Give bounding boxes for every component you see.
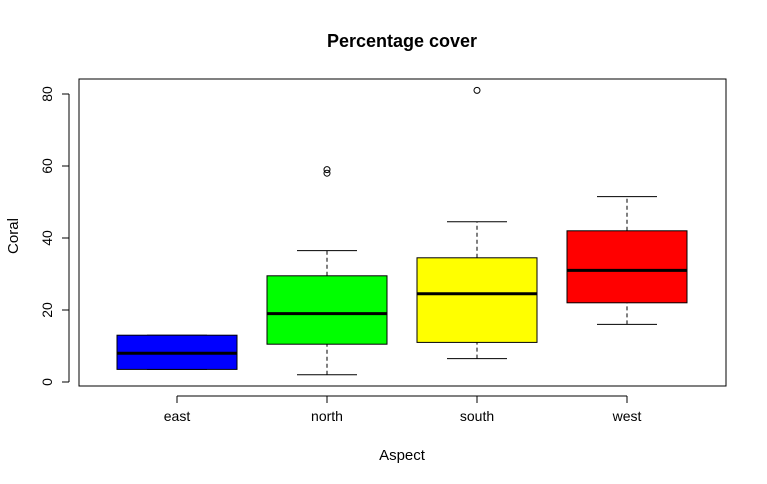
outlier-point	[323, 169, 331, 177]
box-north	[266, 166, 388, 376]
x-tick-label: north	[311, 408, 343, 424]
box-body	[566, 230, 688, 304]
x-axis: east north south west	[164, 395, 642, 424]
plot-frame	[78, 78, 727, 387]
y-tick-label: 0	[39, 378, 55, 386]
x-axis-label: Aspect	[379, 447, 426, 464]
y-axis: 0 20 40 60 80	[39, 86, 70, 386]
box-west	[566, 196, 688, 325]
y-tick-label: 60	[39, 158, 55, 174]
y-tick-label: 40	[39, 230, 55, 246]
outlier-point	[323, 166, 331, 174]
x-tick-label: west	[612, 408, 642, 424]
y-axis-label: Coral	[5, 218, 22, 254]
y-tick-label: 80	[39, 86, 55, 102]
outlier-point	[473, 86, 481, 94]
box-south	[416, 86, 538, 360]
box-body	[266, 275, 388, 345]
box-east	[116, 334, 238, 370]
x-tick-label: east	[164, 408, 191, 424]
chart-title: Percentage cover	[327, 31, 477, 51]
boxes-layer	[116, 86, 688, 376]
x-tick-label: south	[460, 408, 494, 424]
box-body	[416, 257, 538, 343]
y-tick-label: 20	[39, 302, 55, 318]
